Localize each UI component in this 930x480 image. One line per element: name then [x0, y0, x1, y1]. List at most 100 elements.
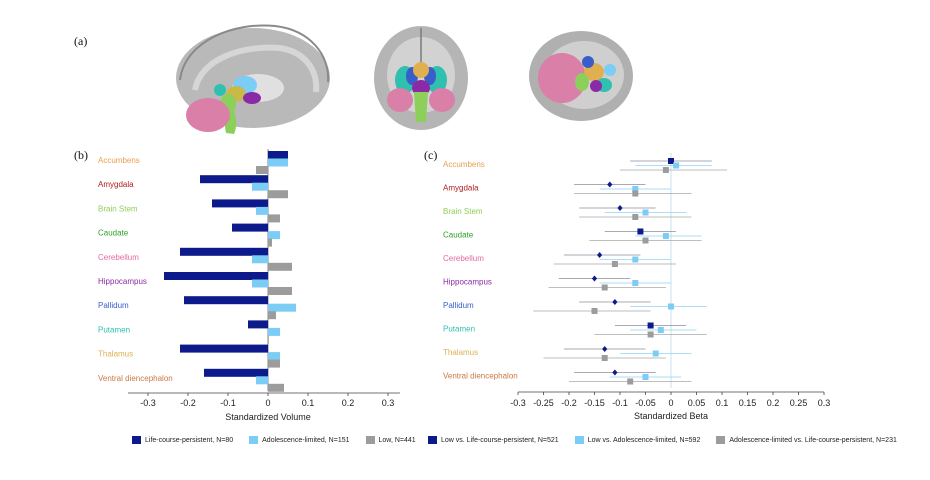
panel-label-a: (a): [74, 34, 88, 48]
chart-c-category-label-amygdala: Amygdala: [443, 184, 479, 193]
legend-b-label-lcp: Life-course-persistent, N=80: [145, 436, 234, 444]
chart-c-x-tick-label: 0.2: [767, 398, 780, 408]
legend-c-label-3: Adolescence-limited vs. Life-course-pers…: [729, 436, 897, 444]
chart-b-category-label-thalamus: Thalamus: [98, 350, 133, 359]
chart-c-point-amygdala-s2: [632, 190, 639, 197]
chart-b-bar-pallidum-s1: [268, 303, 296, 312]
chart-c-category-label-cerebellum: Cerebellum: [443, 254, 484, 263]
legend-b-item-al: Adolescence-limited, N=151: [249, 436, 350, 444]
chart-b-category-label-amygdala: Amygdala: [98, 180, 134, 189]
chart-c-x-tick-label: -0.15: [584, 398, 605, 408]
legend-c-item-2: Low vs. Adolescence-limited, N=592: [574, 436, 701, 444]
chart-b-category-label-accumbens: Accumbens: [98, 156, 140, 165]
chart-c-point-amygdala-s0: [607, 181, 613, 188]
panel-label-c: (c): [424, 148, 438, 162]
brain-axial-image: [529, 31, 633, 121]
chart-c-point-brain-stem-s2: [632, 214, 639, 220]
chart-b-bar-ventral-diencephalon-s1: [256, 376, 268, 385]
chart-c-point-cerebellum-s2: [611, 261, 618, 267]
chart-c-category-label-hippocampus: Hippocampus: [443, 278, 492, 287]
legend-b-item-low: Low, N=441: [365, 436, 416, 444]
chart-b-bar-thalamus-s1: [268, 352, 280, 361]
chart-b-category-label-caudate: Caudate: [98, 229, 129, 238]
chart-c-x-axis-title: Standardized Beta: [634, 411, 708, 421]
chart-b-bar-accumbens-s0: [268, 151, 288, 159]
legend-b-label-al: Adolescence-limited, N=151: [262, 436, 350, 444]
chart-c-point-caudate-s1: [662, 233, 669, 239]
chart-c-point-brain-stem-s0: [617, 205, 623, 211]
chart-b-bar-ventral-diencephalon-s2: [268, 383, 284, 392]
chart-b-bar-putamen-s2: [268, 335, 269, 344]
chart-b-x-tick-label: 0.2: [342, 398, 355, 408]
chart-c-x-tick-label: -0.1: [612, 398, 628, 408]
chart-b-bar-hippocampus-s1: [252, 279, 268, 288]
chart-c-x-tick-label: -0.2: [561, 398, 577, 408]
legend-c-label-1: Low vs. Life-course-persistent, N=521: [441, 436, 559, 444]
chart-c-point-putamen-s0: [647, 322, 654, 329]
chart-b-bar-thalamus-s2: [268, 359, 280, 368]
chart-b-bar-caudate-s1: [268, 231, 280, 240]
legend-c-item-3: Adolescence-limited vs. Life-course-pers…: [716, 436, 897, 444]
legend-c-label-2: Low vs. Adolescence-limited, N=592: [587, 436, 701, 444]
chart-c-point-putamen-s1: [657, 327, 664, 333]
chart-b-bar-putamen-s0: [248, 320, 268, 329]
chart-b-bar-ventral-diencephalon-s0: [204, 368, 268, 377]
legend-c-swatch-2: [574, 436, 584, 444]
chart-c-category-label-accumbens: Accumbens: [443, 160, 485, 169]
chart-b-bar-brain-stem-s0: [212, 199, 268, 208]
brain-sagittal-image: [176, 24, 330, 134]
chart-b-bar-amygdala-s1: [252, 182, 268, 191]
chart-c-x-tick-label: 0.25: [790, 398, 808, 408]
chart-b-bar-cerebellum-s0: [180, 247, 268, 256]
chart-c-point-putamen-s2: [647, 331, 654, 338]
chart-c-point-accumbens-s2: [662, 167, 669, 173]
legend-b: Life-course-persistent, N=80 Adolescence…: [132, 436, 432, 444]
chart-c-point-hippocampus-s2: [601, 284, 608, 291]
chart-c-point-thalamus-s0: [602, 346, 608, 352]
chart-b-bar-cerebellum-s1: [252, 255, 268, 264]
chart-c-point-pallidum-s1: [668, 303, 674, 310]
chart-b-bar-brain-stem-s2: [268, 214, 280, 223]
chart-c-point-cerebellum-s1: [632, 256, 639, 263]
chart-c-point-thalamus-s2: [601, 355, 608, 361]
chart-b-x-tick-label: -0.2: [180, 398, 196, 408]
chart-b-category-label-cerebellum: Cerebellum: [98, 253, 139, 262]
chart-c-category-label-pallidum: Pallidum: [443, 301, 474, 310]
chart-c-point-thalamus-s1: [652, 350, 659, 357]
chart-c-point-ventral-diencephalon-s2: [627, 378, 634, 385]
chart-c-x-tick-label: 0.1: [716, 398, 729, 408]
legend-b-swatch-lcp: [132, 436, 141, 444]
chart-c-category-label-putamen: Putamen: [443, 325, 475, 334]
chart-c-point-accumbens-s1: [673, 162, 680, 169]
chart-c-x-tick-label: 0: [668, 398, 673, 408]
chart-b-category-label-brain-stem: Brain Stem: [98, 204, 138, 213]
chart-c-point-caudate-s0: [637, 228, 644, 235]
chart-b-bar-hippocampus-s0: [164, 272, 268, 280]
chart-b-bar-hippocampus-s2: [268, 287, 292, 295]
chart-b-bar-caudate-s0: [232, 223, 268, 232]
chart-b-bar-thalamus-s0: [180, 344, 268, 353]
chart-c-x-tick-label: -0.05: [635, 398, 656, 408]
chart-c-point-caudate-s2: [642, 237, 649, 244]
chart-b-bar-amygdala-s0: [200, 175, 268, 184]
chart-b-bar-accumbens-s1: [268, 158, 288, 167]
chart-c-point-ventral-diencephalon-s1: [642, 374, 649, 380]
chart-c-x-tick-label: 0.05: [688, 398, 706, 408]
chart-c-point-pallidum-s0: [612, 299, 618, 305]
chart-c-x-tick-label: 0.3: [818, 398, 831, 408]
chart-b-category-label-putamen: Putamen: [98, 325, 130, 334]
chart-b-category-label-hippocampus: Hippocampus: [98, 277, 147, 286]
chart-b-category-label-pallidum: Pallidum: [98, 301, 129, 310]
chart-b-x-tick-label: 0: [265, 398, 270, 408]
legend-b-item-lcp: Life-course-persistent, N=80: [132, 436, 233, 444]
legend-b-label-low: Low, N=441: [378, 436, 416, 444]
chart-c-category-label-brain-stem: Brain Stem: [443, 207, 483, 216]
chart-c-point-accumbens-s0: [668, 158, 674, 164]
chart-b-bar-accumbens-s2: [256, 166, 268, 174]
chart-c-category-label-caudate: Caudate: [443, 231, 474, 240]
legend-c-item-1: Low vs. Life-course-persistent, N=521: [428, 436, 559, 444]
chart-b-x-tick-label: 0.3: [382, 398, 395, 408]
legend-c-swatch-3: [716, 436, 726, 444]
panel-label-b: (b): [74, 148, 88, 162]
